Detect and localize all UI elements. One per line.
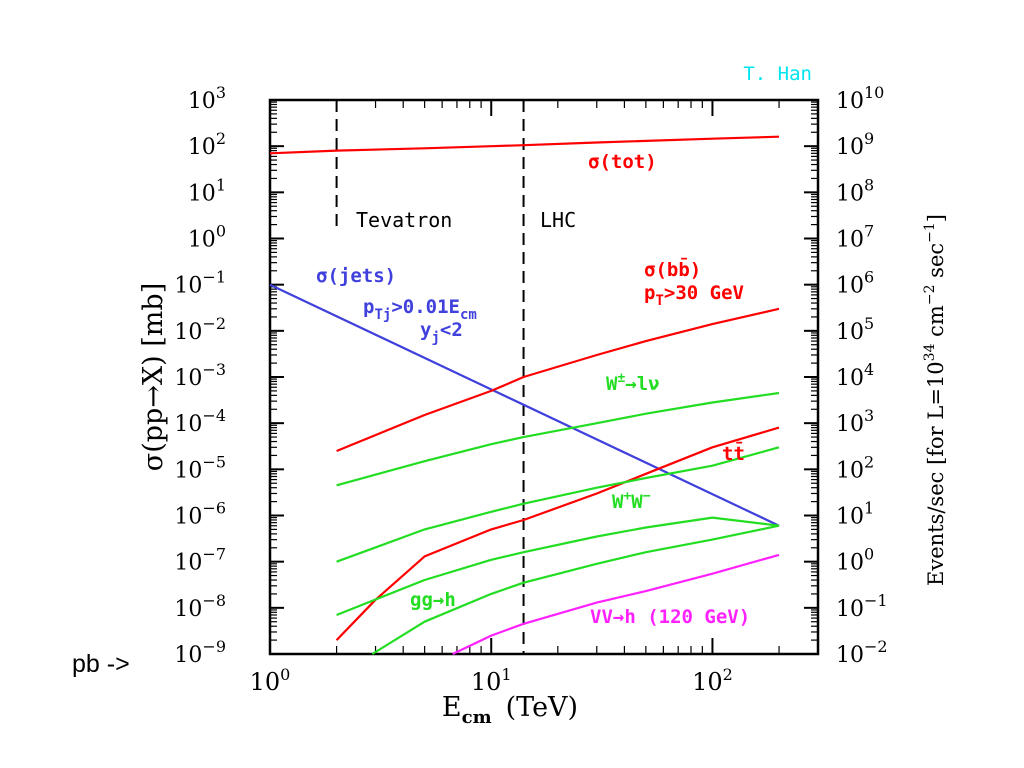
y-tick-label-right: 109 — [836, 129, 874, 160]
x-tick-labels: 100 101 102 — [250, 665, 733, 696]
y-tick-label-left: 10−7 — [174, 545, 226, 576]
y-tick-label-right: 102 — [836, 452, 874, 483]
series-curves — [269, 135, 780, 655]
pb-marker: pb -> — [72, 650, 130, 678]
y-tick-label-left: 10−8 — [174, 591, 226, 622]
y-tick-label-right: 101 — [836, 499, 874, 530]
y-tick-label-left: 10−5 — [174, 452, 226, 483]
label-jets-2: pTj>0.01Ecm — [363, 296, 477, 323]
x-tick-label: 100 — [250, 665, 291, 696]
label-tt: tt̄ — [722, 441, 745, 465]
curve-vvh — [452, 553, 780, 655]
y-tick-label-left: 10−1 — [174, 268, 226, 299]
y-tick-label-left: 102 — [188, 129, 226, 160]
curve-ww — [336, 446, 780, 563]
curve-jets — [269, 283, 780, 527]
y-tick-labels-right: 1010 109 108 107 106 105 104 103 102 101 100 10−1 10… — [836, 83, 888, 668]
label-ww: W+W− — [612, 489, 651, 513]
y-tick-label-left: 10−6 — [174, 499, 226, 530]
label-w: W±→lν — [606, 371, 660, 395]
y-tick-label-left: 103 — [188, 83, 226, 114]
y-tick-label-left: 10−9 — [174, 637, 226, 668]
x-tick-label: 101 — [471, 665, 512, 696]
label-vvh: VV→h (120 GeV) — [590, 606, 750, 628]
y-tick-label-left: 10−3 — [174, 360, 226, 391]
y-tick-label-right: 10−2 — [836, 637, 888, 668]
curve-tt — [335, 426, 780, 641]
y-tick-label-right: 106 — [836, 268, 874, 299]
curve-bb — [336, 307, 780, 453]
x-tick-label: 102 — [692, 665, 733, 696]
label-bb-1: σ(bb̄) — [644, 257, 701, 281]
label-jets-1: σ(jets) — [316, 265, 396, 287]
plot-frame — [268, 98, 820, 656]
credit-label: T. Han — [743, 63, 812, 85]
label-jets-3: yj<2 — [420, 319, 463, 346]
y-tick-label-right: 107 — [836, 222, 874, 253]
curve-w — [336, 391, 780, 487]
y-tick-label-left: 100 — [188, 222, 226, 253]
y-axis-title-right: Events/sec [for L=1034 cm−2 sec−1] — [922, 214, 948, 586]
lhc-label: LHC — [540, 208, 576, 232]
y-tick-label-right: 108 — [836, 175, 874, 206]
x-axis-title: Ecm (TeV) — [442, 692, 578, 728]
y-tick-label-left: 10−4 — [174, 406, 226, 437]
y-tick-label-left: 10−2 — [174, 314, 226, 345]
y-tick-label-left: 101 — [188, 175, 226, 206]
label-ggh: gg→h — [410, 589, 456, 611]
curve-total — [269, 135, 780, 155]
y-tick-label-right: 100 — [836, 545, 874, 576]
y-tick-label-right: 105 — [836, 314, 874, 345]
y-tick-label-right: 1010 — [836, 83, 884, 114]
y-tick-labels-left: 103 102 101 100 10−1 10−2 10−3 10−4 10−5 10−6 10−7… — [174, 83, 226, 668]
tevatron-label: Tevatron — [356, 208, 452, 232]
y-tick-label-right: 10−1 — [836, 591, 888, 622]
axis-ticks — [269, 100, 819, 655]
y-tick-label-right: 104 — [836, 360, 874, 391]
label-total: σ(tot) — [588, 151, 657, 173]
curve-ggh_low — [371, 524, 780, 655]
y-tick-label-right: 103 — [836, 406, 874, 437]
collider-lines — [335, 100, 525, 654]
curve-ggh — [336, 516, 780, 617]
label-bb-2: pT>30 GeV — [644, 282, 744, 309]
y-axis-title-left: σ(pp→X) [mb] — [138, 283, 169, 471]
